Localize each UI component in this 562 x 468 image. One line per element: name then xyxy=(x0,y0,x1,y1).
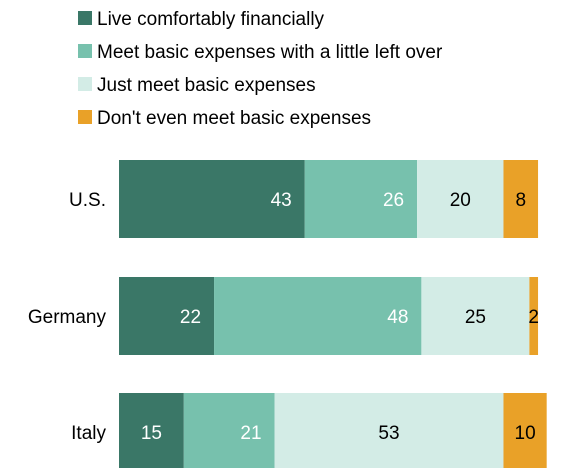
legend-item-don-t-even-meet-basic-expenses: Don't even meet basic expenses xyxy=(78,108,371,129)
bar-segment-just-meet-basic-expenses xyxy=(274,393,504,468)
data-label: 25 xyxy=(465,307,486,328)
bar-row-germany: Germany 22 48 25 2 xyxy=(28,277,539,355)
data-label: 22 xyxy=(180,307,201,328)
bar-segment-meet-basic-expenses-with-a-little-left-over xyxy=(183,393,275,468)
bar-segment-just-meet-basic-expenses xyxy=(421,277,530,355)
bar-segment-don-t-even-meet-basic-expenses xyxy=(503,393,547,468)
plot-area: U.S. 43 26 20 8 Germany 22 48 25 2 Italy 15 21 53 10 xyxy=(28,160,547,468)
bar-segment-meet-basic-expenses-with-a-little-left-over xyxy=(304,160,418,238)
legend-label: Don't even meet basic expenses xyxy=(97,108,371,129)
legend-item-meet-basic-expenses-with-a-little-left-over: Meet basic expenses with a little left o… xyxy=(78,42,443,63)
bar-segment-just-meet-basic-expenses xyxy=(417,160,504,238)
bar-row-u-s: U.S. 43 26 20 8 xyxy=(69,160,539,238)
data-label: 20 xyxy=(450,190,471,211)
legend-label: Just meet basic expenses xyxy=(97,75,316,96)
bar-segment-meet-basic-expenses-with-a-little-left-over xyxy=(214,277,422,355)
category-label: Germany xyxy=(28,307,107,328)
legend-swatch xyxy=(78,110,92,124)
bar-segment-don-t-even-meet-basic-expenses xyxy=(503,160,539,238)
data-label: 2 xyxy=(528,307,539,328)
legend-item-live-comfortably-financially: Live comfortably financially xyxy=(78,9,325,30)
legend-label: Live comfortably financially xyxy=(97,9,325,30)
bar-segment-live-comfortably-financially xyxy=(119,160,305,238)
bar-segment-don-t-even-meet-basic-expenses xyxy=(529,277,539,355)
legend-swatch xyxy=(78,44,92,58)
legend: Live comfortably financially Meet basic e… xyxy=(78,9,443,129)
data-label: 26 xyxy=(383,190,404,211)
legend-item-just-meet-basic-expenses: Just meet basic expenses xyxy=(78,75,316,96)
bar-segment-live-comfortably-financially xyxy=(119,277,215,355)
data-label: 10 xyxy=(515,423,536,444)
legend-swatch xyxy=(78,77,92,91)
data-label: 8 xyxy=(515,190,526,211)
data-label: 15 xyxy=(141,423,162,444)
data-label: 43 xyxy=(271,190,292,211)
legend-swatch xyxy=(78,11,92,25)
bar-row-italy: Italy 15 21 53 10 xyxy=(71,393,547,468)
data-label: 21 xyxy=(240,423,261,444)
data-label: 48 xyxy=(387,307,408,328)
legend-label: Meet basic expenses with a little left o… xyxy=(97,42,443,63)
data-label: 53 xyxy=(378,423,399,444)
bar-segment-live-comfortably-financially xyxy=(119,393,184,468)
category-label: Italy xyxy=(71,423,106,444)
category-label: U.S. xyxy=(69,190,106,211)
